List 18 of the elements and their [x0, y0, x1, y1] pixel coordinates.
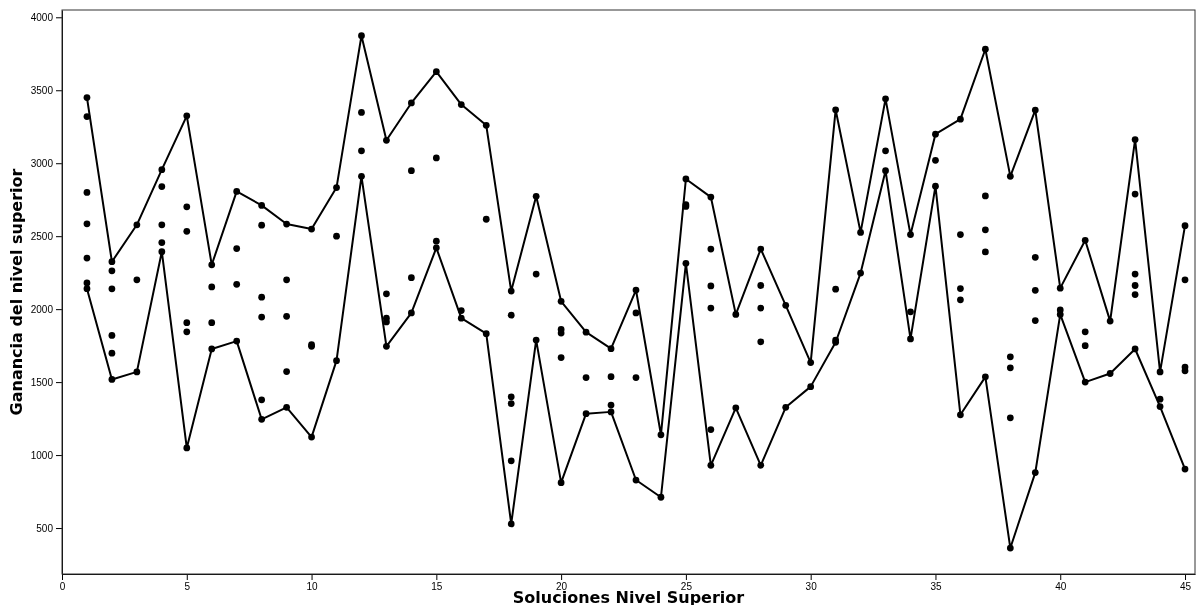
- y-tick-label: 1500: [30, 376, 54, 388]
- y-tick-label: 2500: [30, 230, 54, 242]
- x-tick-label: 0: [59, 581, 66, 593]
- x-tick-label: 35: [930, 581, 942, 593]
- x-tick-label: 15: [431, 581, 443, 593]
- y-tick-label: 1000: [30, 449, 54, 461]
- x-tick-label: 45: [1179, 581, 1192, 593]
- x-tick-label: 30: [805, 581, 818, 593]
- x-tick-label: 10: [306, 581, 319, 593]
- x-tick-label: 25: [680, 581, 693, 593]
- y-axis-title: Ganancia del nivel superior: [7, 168, 26, 416]
- y-tick-label: 3500: [30, 84, 54, 96]
- y-tick-label: 500: [36, 522, 54, 534]
- y-tick-label: 2000: [30, 303, 54, 315]
- y-tick-label: 4000: [30, 12, 54, 23]
- x-tick-label: 40: [1055, 581, 1067, 593]
- x-tick-label: 5: [184, 581, 191, 593]
- y-tick-label: 3000: [30, 157, 54, 169]
